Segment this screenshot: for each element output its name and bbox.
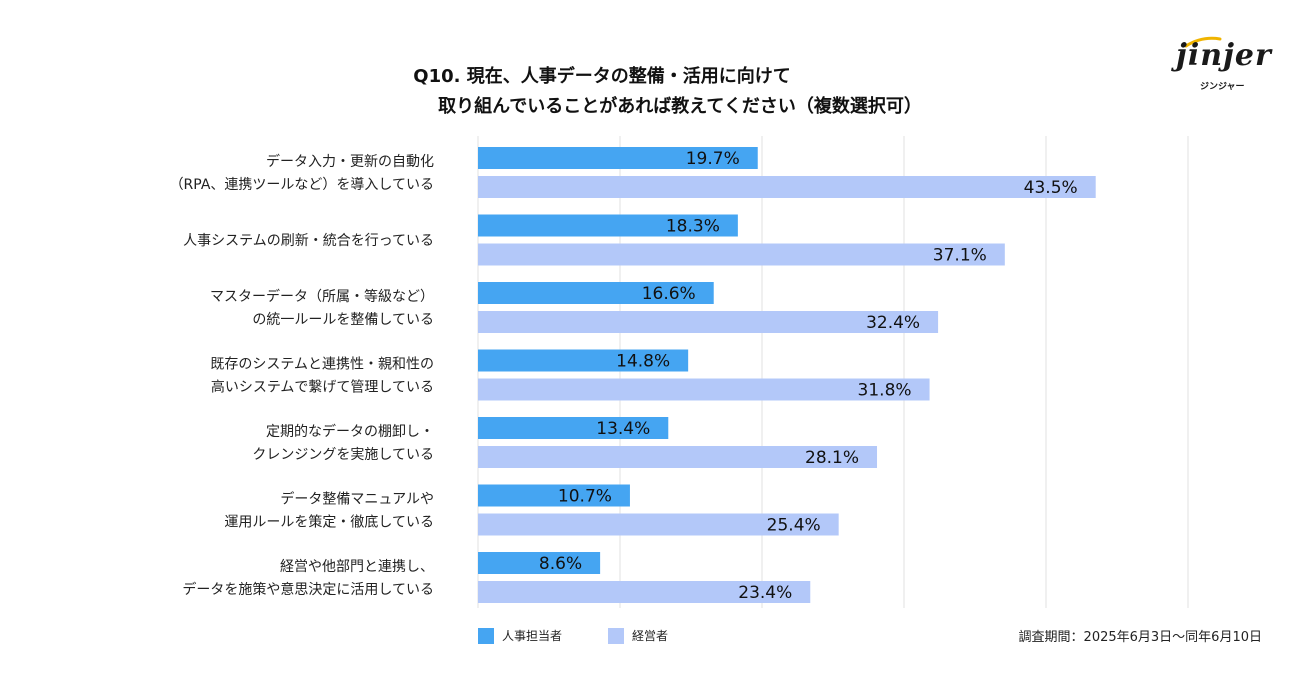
chart-title-line-1: Q10. 現在、人事データの整備・活用に向けて xyxy=(413,66,791,87)
logo-kana: ジンジャー xyxy=(1200,82,1245,92)
bar-hr-6 xyxy=(478,552,601,574)
value-label-hr-6: 8.6% xyxy=(539,554,582,574)
value-label-exec-3: 31.8% xyxy=(858,381,912,401)
logo-swoosh-icon xyxy=(1184,36,1222,48)
category-label-3-0: 既存のシステムと連携性・親和性の xyxy=(210,357,434,373)
survey-period: 調査期間：2025年6月3日〜同年6月10日 xyxy=(1018,630,1262,645)
category-labels: データ入力・更新の自動化 （RPA、連携ツールなど）を導入している人事システムの刷… xyxy=(170,153,434,598)
value-label-hr-5: 10.7% xyxy=(558,487,612,507)
legend-label-hr: 人事担当者 xyxy=(502,629,563,643)
bars: 19.7% 43.5% 18.3% 37.1% 16.6% 32.4% 14.8% 31.8%… xyxy=(478,147,1096,603)
value-label-hr-1: 18.3% xyxy=(666,217,720,237)
category-label-4-1: クレンジングを実施している xyxy=(252,447,434,463)
bar-exec-2 xyxy=(478,311,939,333)
legend-swatch-exec xyxy=(608,627,624,644)
jinjer-logo: jinjer ジンジャー xyxy=(1172,36,1271,96)
value-label-exec-1: 37.1% xyxy=(933,246,987,266)
category-label-5-1: 運用ルールを策定・徹底している xyxy=(224,514,434,531)
legend-item-exec: 経営者 xyxy=(608,627,668,644)
chart-title-line-2: 取り組んでいることがあれば教えてください（複数選択可） xyxy=(438,96,922,117)
value-label-hr-2: 16.6% xyxy=(642,284,696,304)
bar-exec-3 xyxy=(478,378,930,401)
legend-label-exec: 経営者 xyxy=(632,629,669,643)
category-label-1-0: 人事システムの刷新・統合を行っている xyxy=(183,233,434,249)
legend-swatch-hr xyxy=(478,627,494,644)
category-label-2-0: マスターデータ（所属・等級など） xyxy=(210,288,434,305)
category-label-4-0: 定期的なデータの棚卸し・ xyxy=(266,423,434,440)
bar-exec-1 xyxy=(478,243,1005,266)
bar-exec-6 xyxy=(478,581,811,603)
value-label-exec-6: 23.4% xyxy=(738,583,792,603)
bar-exec-0 xyxy=(478,176,1096,198)
logo-wordmark: jinjer xyxy=(1176,38,1272,73)
grid-lines xyxy=(477,136,1189,608)
value-label-exec-2: 32.4% xyxy=(866,313,920,333)
category-label-3-1: 高いシステムで繋げて管理している xyxy=(211,379,434,396)
legend-item-hr: 人事担当者 xyxy=(478,627,562,644)
bar-hr-0 xyxy=(478,147,758,169)
bar-hr-3 xyxy=(478,349,689,372)
bar-hr-5 xyxy=(478,484,630,507)
category-label-2-1: の統一ルールを整備している xyxy=(252,312,434,328)
value-label-hr-3: 14.8% xyxy=(616,352,670,372)
category-label-0-1: （RPA、連携ツールなど）を導入している xyxy=(170,177,434,193)
bar-hr-2 xyxy=(478,282,714,304)
value-label-hr-4: 13.4% xyxy=(596,419,650,439)
category-label-6-0: 経営や他部門と連携し、 xyxy=(280,559,434,575)
category-label-0-0: データ入力・更新の自動化 xyxy=(266,153,434,170)
value-label-exec-5: 25.4% xyxy=(767,516,821,536)
bar-hr-1 xyxy=(478,214,738,237)
category-label-6-1: データを施策や意思決定に活用している xyxy=(182,581,434,598)
category-label-5-0: データ整備マニュアルや xyxy=(280,491,434,508)
bar-hr-4 xyxy=(478,417,669,439)
value-label-exec-0: 43.5% xyxy=(1024,178,1078,198)
value-label-hr-0: 19.7% xyxy=(686,149,740,169)
value-label-exec-4: 28.1% xyxy=(805,448,859,468)
bar-exec-5 xyxy=(478,513,839,536)
bar-exec-4 xyxy=(478,446,878,468)
